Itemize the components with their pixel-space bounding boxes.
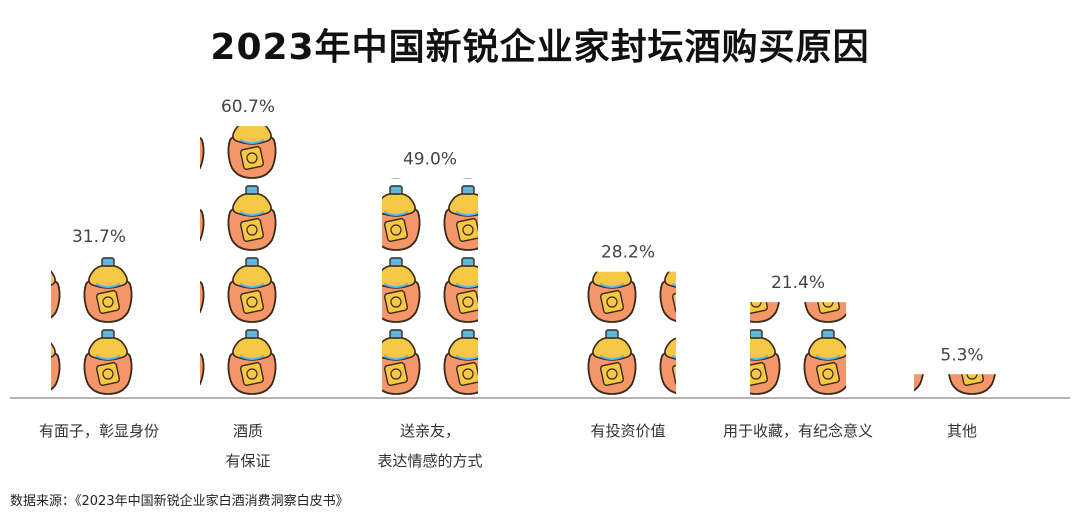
bar <box>750 302 846 398</box>
bar <box>914 374 1010 398</box>
data-label: 21.4% <box>771 273 825 293</box>
category-label: 表达情感的方式 <box>377 452 482 470</box>
bar <box>580 271 676 398</box>
category-label: 其他 <box>947 422 977 440</box>
data-label: 5.3% <box>940 345 983 365</box>
data-label: 28.2% <box>601 243 655 263</box>
chart-title: 2023年中国新锐企业家封坛酒购买原因 <box>210 27 870 68</box>
source-note: 数据来源：《2023年中国新锐企业家白酒消费洞察白皮书》 <box>10 494 349 509</box>
bar <box>200 126 296 399</box>
bar <box>51 255 147 398</box>
category-label: 有面子，彰显身份 <box>39 422 159 440</box>
category-label: 有保证 <box>225 452 270 470</box>
data-label: 31.7% <box>72 227 126 247</box>
data-label: 60.7% <box>221 97 275 117</box>
category-label: 有投资价值 <box>590 422 665 440</box>
category-label: 用于收藏，有纪念意义 <box>723 422 873 440</box>
bar <box>382 178 478 398</box>
category-label: 酒质 <box>233 422 263 440</box>
category-label: 送亲友， <box>400 422 460 440</box>
data-label: 49.0% <box>403 149 457 169</box>
